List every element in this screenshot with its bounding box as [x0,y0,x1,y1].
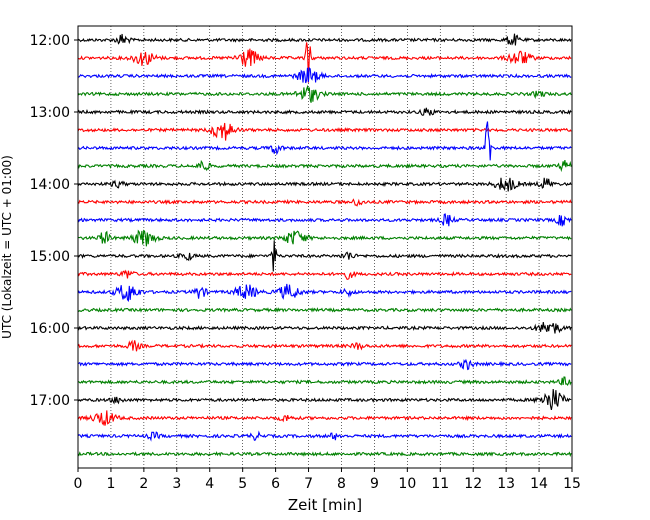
seismogram-trace [77,213,572,227]
seismogram-trace [77,430,572,442]
seismogram-trace [77,121,572,161]
x-axis-ticks: 0 1 2 3 4 5 6 7 8 9 10 11 12 13 14 15 [74,468,581,492]
y-tick-label: 14:00 [30,177,70,193]
y-axis-ticks: 12:00 13:00 14:00 15:00 16:00 17:00 [30,33,78,409]
x-tick-label: 1 [106,476,115,492]
seismogram-trace [77,33,572,46]
y-tick-label: 12:00 [30,33,70,49]
x-tick-label: 15 [563,476,581,492]
seismogram-trace [77,66,572,84]
seismogram-trace [77,159,572,173]
seismogram-traces [77,33,572,457]
seismogram-trace [77,388,572,411]
x-tick-label: 5 [238,476,247,492]
seismogram-trace [77,240,572,272]
x-tick-label: 14 [530,476,548,492]
seismogram-trace [77,283,572,303]
y-tick-label: 15:00 [30,249,70,265]
seismogram-trace [77,322,572,334]
seismogram-trace [77,42,572,83]
x-tick-label: 11 [431,476,449,492]
seismogram-trace [77,122,572,141]
seismogram-trace [77,410,572,426]
x-axis-label: Zeit [min] [288,496,362,514]
x-tick-label: 0 [74,476,83,492]
seismogram-trace [77,269,572,280]
x-tick-label: 2 [139,476,148,492]
seismogram-trace [77,339,572,352]
seismogram-trace [77,177,572,192]
seismogram-trace [77,198,572,207]
seismogram-trace [77,84,572,103]
plot-frame [77,25,573,469]
x-tick-label: 10 [398,476,416,492]
x-tick-label: 12 [464,476,482,492]
y-tick-label: 17:00 [30,393,70,409]
x-tick-label: 9 [370,476,379,492]
x-tick-label: 3 [172,476,181,492]
seismogram-trace [77,451,572,457]
x-tick-label: 8 [337,476,346,492]
y-axis-label: UTC (Lokalzeit = UTC + 01:00) [0,155,14,339]
seismogram-trace [77,307,572,313]
y-tick-label: 13:00 [30,105,70,121]
x-tick-label: 13 [497,476,515,492]
seismogram-trace [77,107,572,116]
seismogram-trace [77,376,572,387]
x-tick-label: 4 [205,476,214,492]
y-tick-label: 16:00 [30,321,70,337]
x-tick-label: 6 [271,476,280,492]
x-tick-label: 7 [304,476,313,492]
seismogram-trace [77,229,572,247]
seismogram-trace [77,358,572,371]
